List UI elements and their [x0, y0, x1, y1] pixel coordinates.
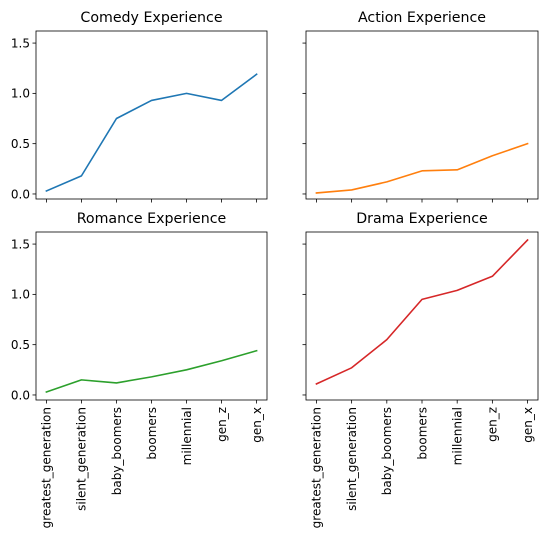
- data-point: [116, 118, 118, 120]
- data-point: [221, 360, 223, 362]
- x-tick-label: boomers: [145, 407, 159, 460]
- data-point: [527, 143, 529, 145]
- x-tick-label: silent_generation: [345, 407, 359, 511]
- data-point: [316, 383, 318, 385]
- y-tick-label: 1.5: [11, 237, 30, 251]
- y-tick-label: 0.5: [11, 137, 30, 151]
- axes-frame: [35, 231, 268, 401]
- data-point: [386, 339, 388, 341]
- x-tick-label: greatest_generation: [40, 407, 54, 528]
- subplot-title: Drama Experience: [356, 211, 488, 227]
- y-tick-label: 1.0: [11, 288, 30, 302]
- data-point: [316, 192, 318, 194]
- x-tick-label: silent_generation: [75, 407, 89, 511]
- data-point: [351, 367, 353, 369]
- subplot-action-experience: Action Experience: [302, 10, 539, 203]
- axes-frame: [305, 30, 539, 200]
- data-point: [492, 275, 494, 277]
- data-point: [456, 169, 458, 171]
- x-tick-label: gen_z: [215, 407, 229, 442]
- data-point: [151, 100, 153, 102]
- data-point: [456, 290, 458, 292]
- subplot-title: Comedy Experience: [80, 10, 222, 26]
- data-point: [256, 73, 258, 75]
- series-line: [45, 73, 258, 193]
- data-point: [46, 391, 48, 393]
- x-tick-label: boomers: [415, 407, 429, 460]
- subplot-title: Action Experience: [358, 10, 486, 26]
- y-tick-label: 0.0: [11, 388, 30, 402]
- data-point: [351, 189, 353, 191]
- x-tick-label: gen_z: [486, 407, 500, 442]
- data-point: [421, 299, 423, 301]
- data-point: [492, 155, 494, 157]
- x-tick-label: greatest_generation: [310, 407, 324, 528]
- series-line: [45, 349, 258, 393]
- x-tick-label: gen_x: [521, 407, 535, 443]
- data-point: [81, 379, 83, 381]
- series-line: [315, 238, 529, 385]
- y-tick-label: 0.5: [11, 338, 30, 352]
- x-tick-label: baby_boomers: [380, 407, 394, 495]
- subplot-title: Romance Experience: [77, 211, 227, 227]
- subplot-comedy-experience: Comedy Experience 0.0 0.5 1.0 1.5: [11, 10, 268, 203]
- data-point: [527, 239, 529, 241]
- series-line: [315, 142, 529, 194]
- y-tick-label: 1.5: [11, 36, 30, 50]
- data-point: [186, 369, 188, 371]
- x-tick-label: millennial: [180, 407, 194, 465]
- subplot-drama-experience: Drama Experience greatest_generation silen…: [302, 211, 539, 528]
- data-point: [116, 382, 118, 384]
- data-point: [151, 376, 153, 378]
- data-point: [81, 175, 83, 177]
- x-tick-label: millennial: [450, 407, 464, 465]
- axes-frame: [35, 30, 268, 200]
- subplot-romance-experience: Romance Experience 0.0 0.5 1.0 1.5 greatest_g…: [11, 211, 268, 528]
- data-point: [46, 190, 48, 192]
- y-tick-label: 1.0: [11, 87, 30, 101]
- x-tick-label: gen_x: [250, 407, 264, 443]
- data-point: [186, 93, 188, 95]
- data-point: [256, 350, 258, 352]
- axes-frame: [305, 231, 539, 401]
- data-point: [421, 170, 423, 172]
- data-point: [386, 181, 388, 183]
- x-tick-label: baby_boomers: [110, 407, 124, 495]
- data-point: [221, 100, 223, 102]
- y-tick-label: 0.0: [11, 187, 30, 201]
